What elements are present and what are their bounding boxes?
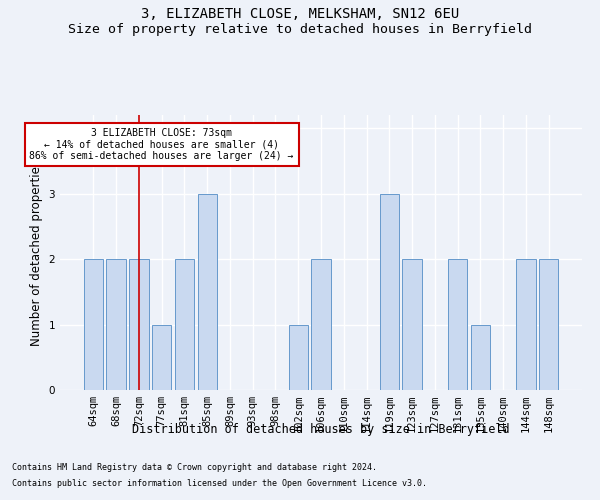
Bar [152, 324, 172, 390]
Text: 3, ELIZABETH CLOSE, MELKSHAM, SN12 6EU: 3, ELIZABETH CLOSE, MELKSHAM, SN12 6EU [141, 8, 459, 22]
Text: Distribution of detached houses by size in Berryfield: Distribution of detached houses by size … [132, 422, 510, 436]
Bar [470, 324, 490, 390]
Bar [448, 259, 467, 390]
Y-axis label: Number of detached properties: Number of detached properties [30, 160, 43, 346]
Bar [516, 259, 536, 390]
Bar [175, 259, 194, 390]
Bar [403, 259, 422, 390]
Text: Contains public sector information licensed under the Open Government Licence v3: Contains public sector information licen… [12, 478, 427, 488]
Text: 3 ELIZABETH CLOSE: 73sqm
← 14% of detached houses are smaller (4)
86% of semi-de: 3 ELIZABETH CLOSE: 73sqm ← 14% of detach… [29, 128, 294, 161]
Text: Size of property relative to detached houses in Berryfield: Size of property relative to detached ho… [68, 22, 532, 36]
Bar [539, 259, 558, 390]
Bar [311, 259, 331, 390]
Text: Contains HM Land Registry data © Crown copyright and database right 2024.: Contains HM Land Registry data © Crown c… [12, 464, 377, 472]
Bar [106, 259, 126, 390]
Bar [197, 194, 217, 390]
Bar [129, 259, 149, 390]
Bar [84, 259, 103, 390]
Bar [289, 324, 308, 390]
Bar [380, 194, 399, 390]
